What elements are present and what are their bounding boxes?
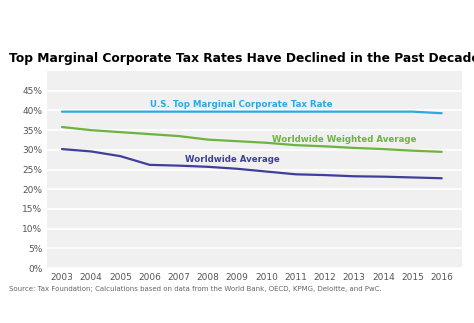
Text: TAX FOUNDATION: TAX FOUNDATION — [7, 305, 111, 315]
Text: Source: Tax Foundation; Calculations based on data from the World Bank, OECD, KP: Source: Tax Foundation; Calculations bas… — [9, 286, 382, 292]
Text: U.S. Top Marginal Corporate Tax Rate: U.S. Top Marginal Corporate Tax Rate — [150, 100, 332, 109]
Text: Worldwide Average: Worldwide Average — [185, 155, 280, 164]
Text: @TaxFoundation: @TaxFoundation — [387, 305, 467, 315]
Text: Worldwide Weighted Average: Worldwide Weighted Average — [272, 135, 417, 144]
Text: Top Marginal Corporate Tax Rates Have Declined in the Past Decade: Top Marginal Corporate Tax Rates Have De… — [9, 52, 474, 65]
